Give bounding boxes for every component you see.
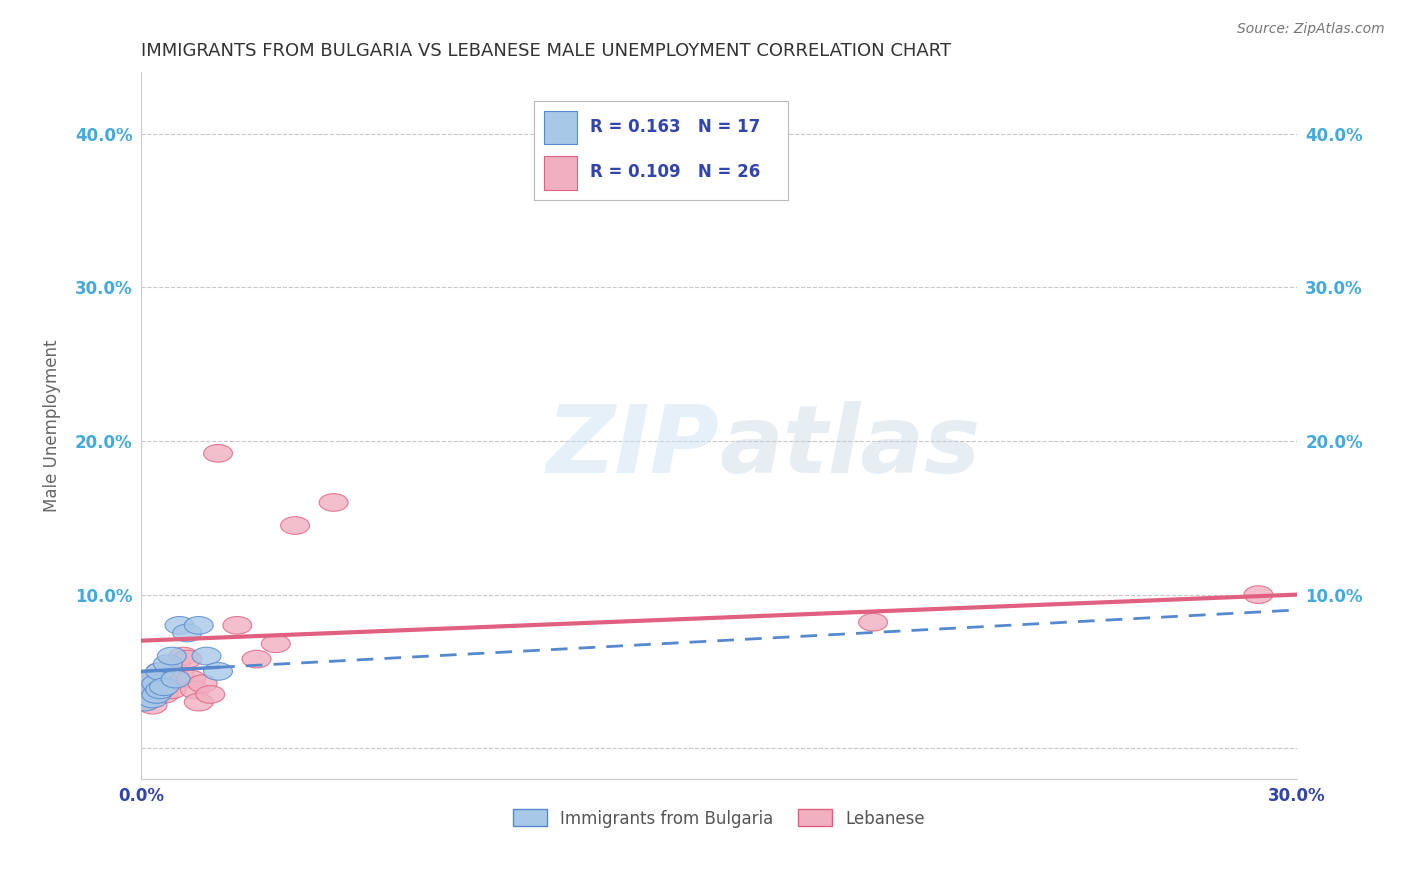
- Ellipse shape: [138, 697, 167, 714]
- Ellipse shape: [134, 681, 163, 698]
- Legend: Immigrants from Bulgaria, Lebanese: Immigrants from Bulgaria, Lebanese: [506, 803, 931, 834]
- Ellipse shape: [146, 663, 174, 681]
- Ellipse shape: [162, 670, 190, 688]
- Text: ZIP: ZIP: [546, 401, 718, 493]
- Text: Source: ZipAtlas.com: Source: ZipAtlas.com: [1237, 22, 1385, 37]
- Ellipse shape: [184, 693, 214, 711]
- Ellipse shape: [177, 670, 205, 688]
- Ellipse shape: [146, 663, 174, 681]
- Ellipse shape: [153, 655, 183, 673]
- Text: IMMIGRANTS FROM BULGARIA VS LEBANESE MALE UNEMPLOYMENT CORRELATION CHART: IMMIGRANTS FROM BULGARIA VS LEBANESE MAL…: [141, 42, 950, 60]
- Ellipse shape: [180, 681, 209, 698]
- Ellipse shape: [188, 675, 217, 692]
- Ellipse shape: [131, 693, 159, 711]
- Ellipse shape: [184, 616, 214, 634]
- Ellipse shape: [204, 663, 232, 681]
- Ellipse shape: [146, 681, 174, 698]
- Text: atlas: atlas: [718, 401, 980, 493]
- Ellipse shape: [134, 678, 163, 696]
- Ellipse shape: [193, 648, 221, 665]
- Ellipse shape: [142, 670, 172, 688]
- Ellipse shape: [142, 686, 172, 703]
- Ellipse shape: [131, 693, 159, 711]
- Ellipse shape: [134, 686, 163, 703]
- Ellipse shape: [195, 686, 225, 703]
- Ellipse shape: [162, 655, 190, 673]
- Ellipse shape: [142, 675, 172, 692]
- Ellipse shape: [149, 686, 179, 703]
- Ellipse shape: [1244, 586, 1272, 604]
- Ellipse shape: [204, 444, 232, 462]
- Ellipse shape: [222, 616, 252, 634]
- Ellipse shape: [138, 690, 167, 708]
- Ellipse shape: [173, 624, 201, 642]
- Ellipse shape: [319, 493, 349, 511]
- Ellipse shape: [169, 648, 198, 665]
- Ellipse shape: [242, 650, 271, 668]
- Ellipse shape: [859, 614, 887, 632]
- Ellipse shape: [262, 635, 290, 653]
- Ellipse shape: [149, 678, 179, 696]
- Ellipse shape: [165, 665, 194, 683]
- Ellipse shape: [138, 670, 167, 688]
- Ellipse shape: [153, 675, 183, 692]
- Y-axis label: Male Unemployment: Male Unemployment: [44, 340, 60, 512]
- Ellipse shape: [281, 516, 309, 534]
- Ellipse shape: [157, 648, 186, 665]
- Ellipse shape: [157, 681, 186, 698]
- Ellipse shape: [173, 650, 201, 668]
- Ellipse shape: [165, 616, 194, 634]
